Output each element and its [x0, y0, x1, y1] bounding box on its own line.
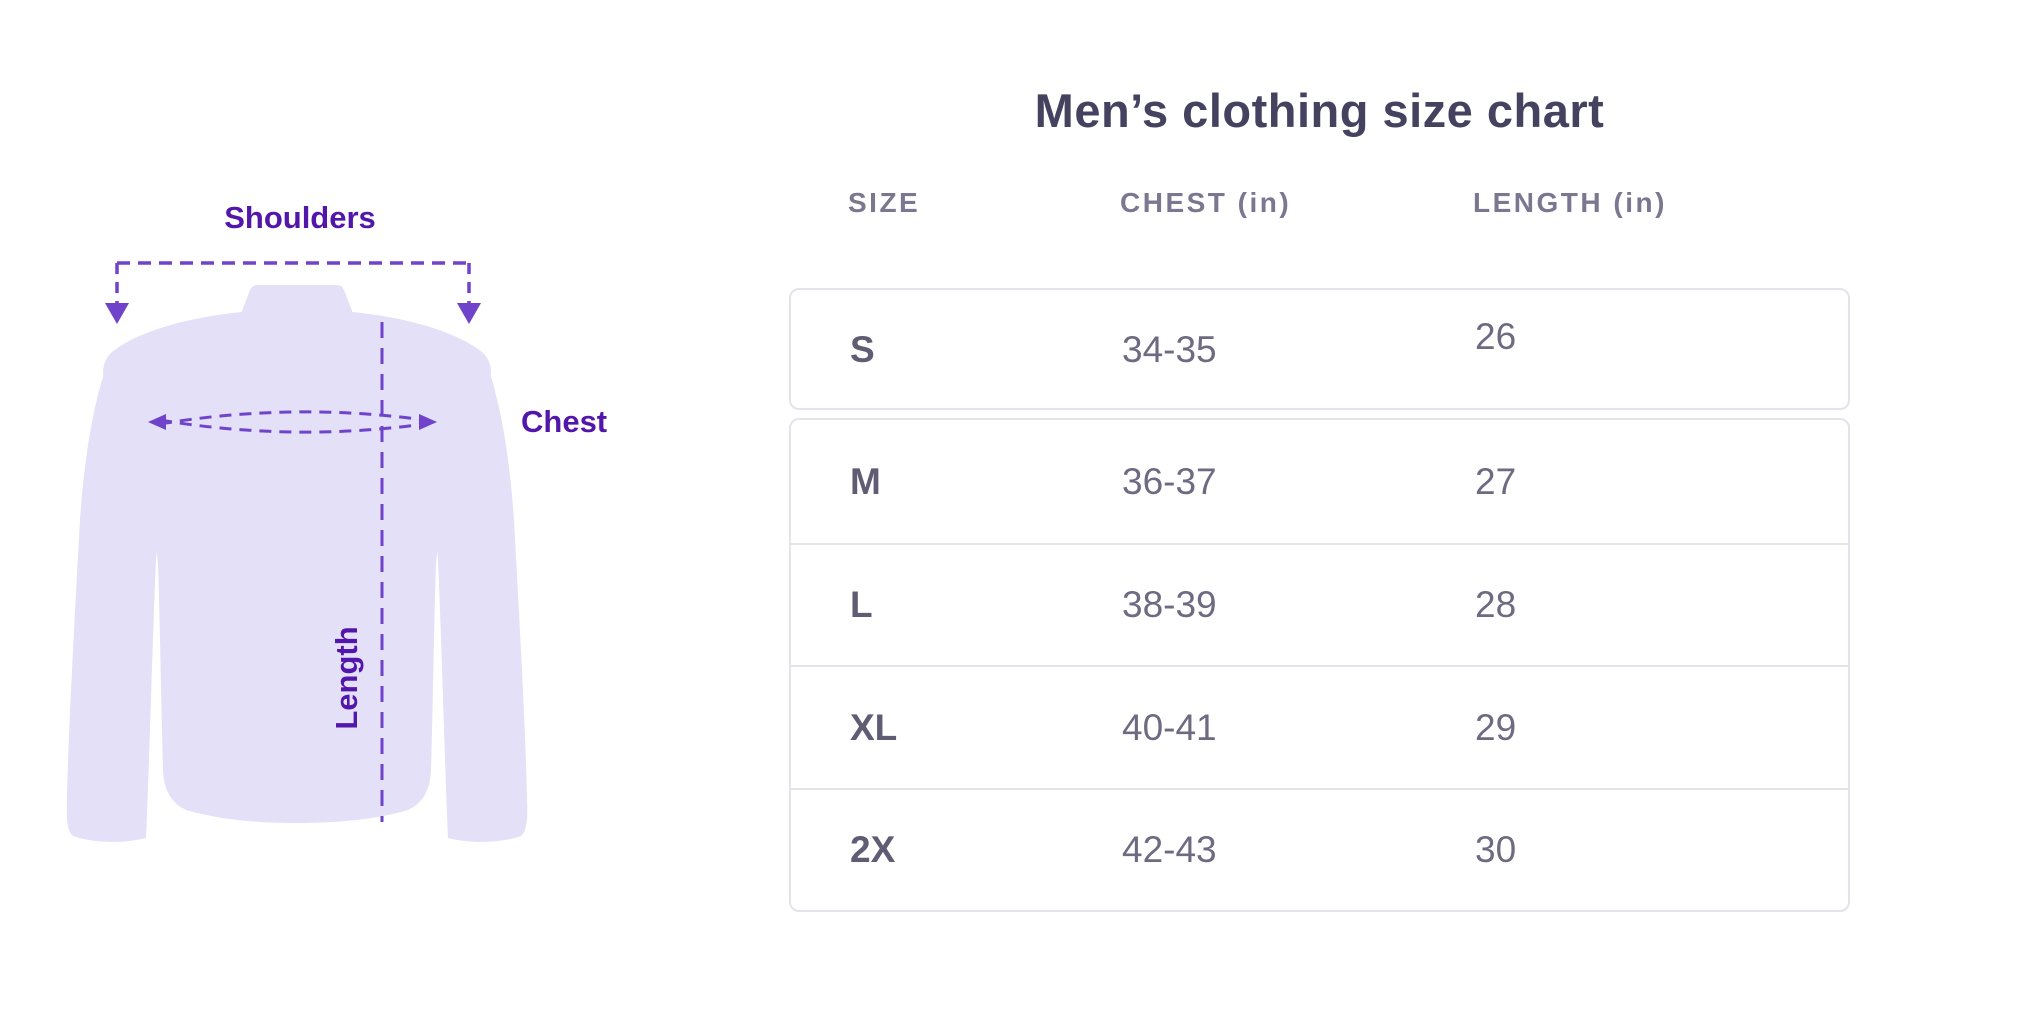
- length-label: Length: [329, 626, 364, 730]
- arrow-right-icon: [419, 414, 437, 430]
- table-header: SIZE CHEST (in) LENGTH (in): [848, 189, 1850, 217]
- length-value: 29: [1475, 706, 1517, 748]
- column-header-chest: CHEST (in): [1120, 187, 1292, 218]
- shoulders-measure-bracket: [105, 261, 481, 324]
- chest-value: 34-35: [1122, 328, 1217, 370]
- shirt-diagram-svg: [66, 261, 528, 842]
- length-value: 27: [1475, 460, 1517, 502]
- chest-value: 40-41: [1122, 706, 1217, 748]
- shirt-torso: [103, 312, 491, 823]
- chest-value: 36-37: [1122, 460, 1217, 502]
- table-row: XL 40-41 29: [791, 665, 1848, 788]
- table-row: L 38-39 28: [791, 542, 1848, 666]
- chest-value: 42-43: [1122, 829, 1217, 871]
- size-value: XL: [850, 706, 898, 748]
- chest-label: Chest: [521, 404, 608, 439]
- column-header-length: LENGTH (in): [1473, 187, 1667, 218]
- length-value: 30: [1475, 829, 1517, 871]
- shirt-collar: [240, 285, 354, 321]
- length-value: 26: [1475, 315, 1517, 357]
- chest-measure-ellipse: [148, 410, 437, 434]
- shoulders-label: Shoulders: [224, 200, 376, 235]
- arrow-down-left-icon: [105, 303, 129, 324]
- size-value: S: [850, 328, 875, 370]
- length-value: 28: [1475, 584, 1517, 626]
- page-title: Men’s clothing size chart: [1034, 84, 1605, 137]
- size-value: M: [850, 460, 881, 502]
- size-value: 2X: [850, 829, 896, 871]
- column-header-size: SIZE: [848, 187, 921, 218]
- table-row: M 36-37 27: [791, 420, 1848, 543]
- arrow-left-icon: [148, 414, 166, 430]
- table-row: S 34-35 26: [791, 290, 1848, 408]
- shirt-measurement-illustration: Shoulders Chest Length: [0, 0, 760, 1020]
- table-row: 2X 42-43 30: [791, 787, 1848, 911]
- size-card-m-to-2x: M 36-37 27 L 38-39 28 XL 40-41 29 2X 42-…: [789, 418, 1850, 912]
- size-chart: Men’s clothing size chart SIZE CHEST (in…: [789, 0, 1850, 1020]
- size-value: L: [850, 584, 873, 626]
- size-card-s: S 34-35 26: [789, 288, 1850, 410]
- arrow-down-right-icon: [457, 303, 481, 324]
- chest-value: 38-39: [1122, 584, 1217, 626]
